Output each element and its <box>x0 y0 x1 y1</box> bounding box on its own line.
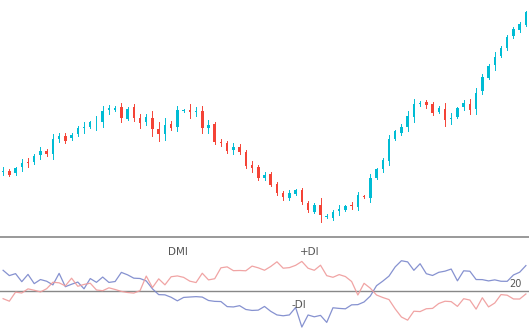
Bar <box>195 111 197 112</box>
Bar <box>437 108 440 112</box>
Bar <box>462 103 465 107</box>
Bar <box>282 193 285 197</box>
Bar <box>214 124 216 142</box>
Bar <box>400 127 403 133</box>
Bar <box>220 142 222 143</box>
Bar <box>350 205 353 206</box>
Bar <box>14 168 17 173</box>
Bar <box>120 107 123 118</box>
Bar <box>239 147 241 152</box>
Bar <box>89 122 92 127</box>
Bar <box>381 160 384 169</box>
Bar <box>444 109 446 120</box>
Bar <box>83 127 85 128</box>
Bar <box>133 108 135 118</box>
Bar <box>108 108 110 111</box>
Bar <box>158 129 160 134</box>
Bar <box>307 203 309 210</box>
Bar <box>294 190 297 194</box>
Bar <box>45 151 48 154</box>
Bar <box>263 175 266 178</box>
Bar <box>475 93 477 109</box>
Bar <box>145 117 148 122</box>
Bar <box>139 118 141 123</box>
Bar <box>58 136 60 139</box>
Bar <box>269 174 272 185</box>
Bar <box>500 47 502 56</box>
Bar <box>525 12 527 25</box>
Bar <box>363 196 366 197</box>
Text: 20: 20 <box>509 279 522 289</box>
Bar <box>257 167 260 178</box>
Bar <box>419 103 421 104</box>
Bar <box>518 24 521 30</box>
Bar <box>338 209 341 211</box>
Bar <box>226 143 229 151</box>
Bar <box>27 162 29 163</box>
Bar <box>375 169 378 178</box>
Bar <box>188 110 191 112</box>
Bar <box>2 171 4 172</box>
Bar <box>413 104 415 117</box>
Bar <box>70 135 73 138</box>
Bar <box>450 118 452 119</box>
Bar <box>288 193 290 198</box>
Bar <box>176 110 179 127</box>
Bar <box>21 163 23 167</box>
Bar <box>320 204 322 215</box>
Bar <box>431 104 434 114</box>
Bar <box>406 116 409 127</box>
Bar <box>33 156 35 162</box>
Bar <box>64 136 67 141</box>
Bar <box>77 128 79 134</box>
Text: +DI: +DI <box>300 247 320 257</box>
Bar <box>425 103 427 105</box>
Bar <box>151 118 154 129</box>
Bar <box>369 177 371 198</box>
Bar <box>332 211 334 218</box>
Bar <box>394 132 396 139</box>
Bar <box>300 190 303 202</box>
Bar <box>276 184 278 193</box>
Bar <box>52 139 54 154</box>
Bar <box>344 206 346 210</box>
Bar <box>481 76 484 91</box>
Bar <box>456 108 459 117</box>
Bar <box>39 151 42 155</box>
Bar <box>102 111 104 123</box>
Text: -DI: -DI <box>292 300 307 310</box>
Bar <box>170 124 172 128</box>
Bar <box>8 171 11 175</box>
Bar <box>232 147 235 150</box>
Bar <box>506 37 508 48</box>
Bar <box>388 139 390 161</box>
Bar <box>494 57 496 65</box>
Bar <box>207 125 209 128</box>
Bar <box>163 125 166 134</box>
Bar <box>512 29 515 36</box>
Bar <box>325 216 328 217</box>
Bar <box>487 65 490 78</box>
Bar <box>201 111 204 128</box>
Bar <box>469 104 471 110</box>
Text: DMI: DMI <box>168 247 188 257</box>
Bar <box>357 195 359 207</box>
Bar <box>251 165 253 168</box>
Bar <box>313 205 315 211</box>
Bar <box>126 109 129 119</box>
Bar <box>114 108 116 110</box>
Bar <box>244 152 247 166</box>
